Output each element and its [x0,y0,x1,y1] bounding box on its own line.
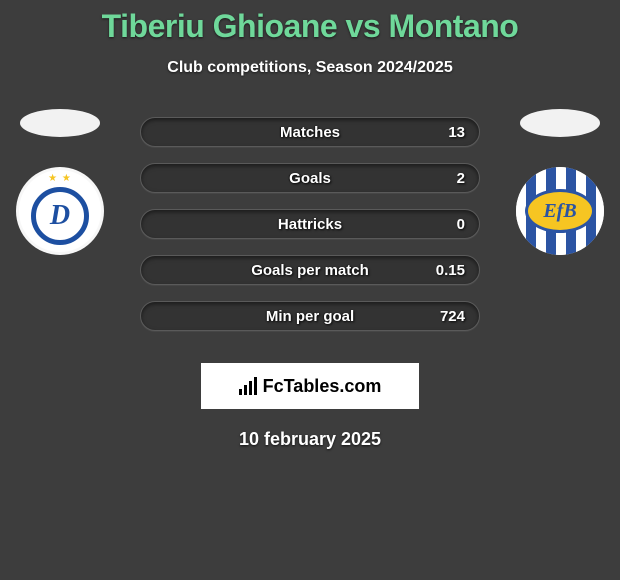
branding-text: FcTables.com [263,376,382,397]
stat-row-matches: Matches 13 [140,117,480,147]
player-right-avatar [520,109,600,137]
page-subtitle: Club competitions, Season 2024/2025 [0,59,620,77]
stat-value-right: 724 [440,302,465,330]
stat-label: Goals per match [141,256,479,284]
club-badge-left: ★ ★ D [16,167,104,255]
stat-row-min-per-goal: Min per goal 724 [140,301,480,331]
stat-label: Matches [141,118,479,146]
stat-value-right: 0 [457,210,465,238]
stat-label: Min per goal [141,302,479,330]
branding-box: FcTables.com [201,363,419,409]
stat-value-right: 2 [457,164,465,192]
player-left-column: ★ ★ D [0,107,120,255]
stat-row-goals: Goals 2 [140,163,480,193]
player-right-column: EfB [500,107,620,255]
stat-bars: Matches 13 Goals 2 Hattricks 0 Goals per… [140,117,480,347]
chart-icon [239,377,257,395]
stat-label: Hattricks [141,210,479,238]
page-title: Tiberiu Ghioane vs Montano [0,0,620,45]
badge-text: EfB [543,200,576,223]
star-icon: ★ ★ [48,173,72,184]
stat-value-right: 0.15 [436,256,465,284]
badge-letter: D [50,200,70,232]
date-text: 10 february 2025 [0,429,620,450]
stat-label: Goals [141,164,479,192]
player-left-avatar [20,109,100,137]
stat-value-right: 13 [448,118,465,146]
stat-row-goals-per-match: Goals per match 0.15 [140,255,480,285]
comparison-area: ★ ★ D EfB Matches 13 Goals 2 Hattricks 0… [0,117,620,347]
stat-row-hattricks: Hattricks 0 [140,209,480,239]
club-badge-right: EfB [516,167,604,255]
